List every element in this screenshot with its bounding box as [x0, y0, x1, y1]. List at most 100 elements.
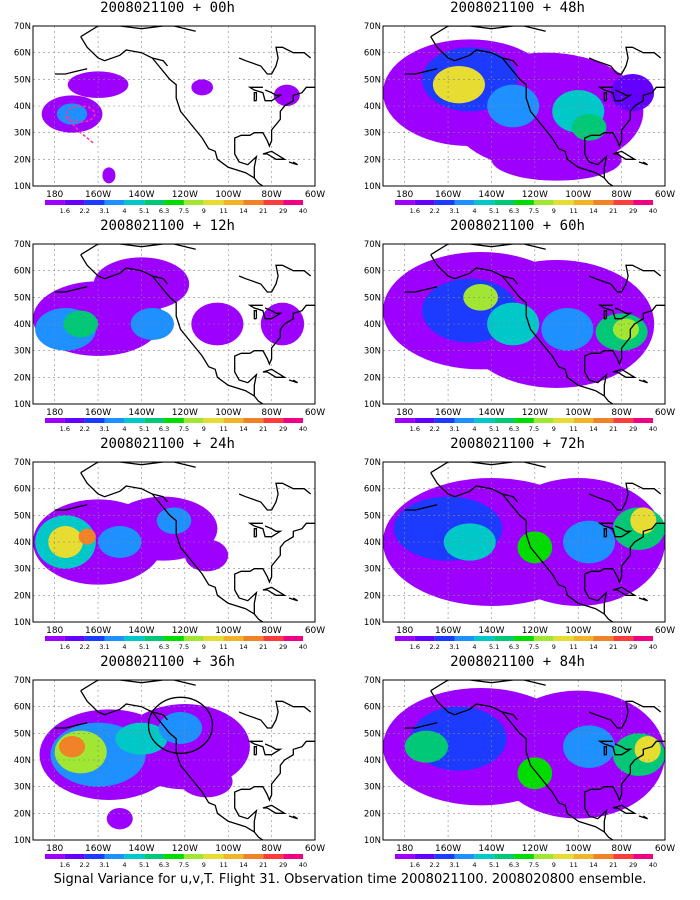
coastline	[54, 68, 88, 75]
coastline	[238, 700, 312, 729]
lon-tick-label: 60W	[305, 626, 325, 636]
target-region-circle	[147, 696, 214, 754]
variance-contour	[191, 79, 214, 96]
colorbar-label: 6.3	[509, 207, 519, 215]
colorbar-label: 21	[259, 207, 267, 215]
lat-tick-label: 60N	[364, 267, 381, 277]
coastline	[262, 804, 287, 814]
coastline	[404, 504, 438, 511]
coastline	[262, 368, 287, 378]
lat-tick-label: 60N	[14, 485, 31, 495]
coastline	[584, 304, 665, 366]
colorbar-label: 21	[259, 861, 267, 869]
variance-contour	[130, 308, 174, 340]
colorbar-label: 4	[472, 425, 476, 433]
colorbar-label: 2.2	[80, 861, 90, 869]
coastline	[612, 368, 637, 378]
lon-tick-label: 120W	[172, 190, 198, 200]
colorbar-swatch	[494, 200, 515, 205]
colorbar-swatch	[414, 854, 435, 859]
coastline	[430, 690, 614, 840]
colorbar-swatch	[263, 636, 284, 641]
lon-tick-label: 100W	[565, 190, 591, 200]
coastline	[234, 740, 315, 802]
colorbar-swatch	[164, 636, 184, 641]
colorbar-label: 40	[649, 861, 657, 869]
panel-title: 2008021100 + 36h	[100, 654, 235, 670]
coastline	[502, 711, 519, 721]
colorbar-swatch	[45, 200, 65, 205]
colorbar-label: 21	[609, 207, 617, 215]
colorbar-label: 4	[122, 861, 126, 869]
coastline	[288, 161, 298, 166]
coastline	[152, 57, 169, 67]
lon-tick-label: 80W	[261, 190, 281, 200]
colorbar-swatch	[514, 418, 534, 423]
lat-tick-label: 50N	[364, 293, 381, 303]
map-plot: 70N 60N 50N 40N 30N 20N 10N 180 160W 140W 120W 100W…	[14, 240, 325, 433]
lat-tick-label: 30N	[14, 565, 31, 575]
colorbar-label: 11	[219, 425, 227, 433]
colorbar-swatch	[454, 854, 475, 859]
colorbar-label: 21	[609, 643, 617, 651]
coastline	[234, 797, 258, 832]
colorbar-label: 3.1	[99, 207, 109, 215]
colorbar-swatch	[514, 200, 534, 205]
coastline	[584, 797, 608, 832]
map-panel-24h: 2008021100 + 24h 70N 60N 50N 40N 30N 20N 10N 180…	[0, 436, 335, 651]
colorbar-swatch	[183, 636, 204, 641]
lat-tick-label: 20N	[364, 809, 381, 819]
variance-contour	[158, 712, 203, 744]
colorbar-swatch	[84, 636, 105, 641]
colorbar-label: 1.6	[410, 207, 420, 215]
colorbar-swatch	[203, 418, 224, 423]
map-panel-00h: 2008021100 + 00h 70N 60N 50N 40N 30N 20N 10N 180…	[0, 0, 335, 215]
lat-tick-label: 20N	[14, 373, 31, 383]
lat-tick-label: 40N	[14, 756, 31, 766]
lat-tick-label: 30N	[364, 129, 381, 139]
colorbar-label: 9	[202, 207, 206, 215]
colorbar-label: 14	[589, 425, 597, 433]
lon-tick-label: 160W	[435, 190, 461, 200]
lat-tick-label: 70N	[364, 676, 381, 686]
colorbar-label: 11	[569, 643, 577, 651]
colorbar-swatch	[414, 636, 435, 641]
lon-tick-label: 120W	[172, 626, 198, 636]
colorbar-label: 1.6	[410, 425, 420, 433]
colorbar-label: 7.5	[529, 643, 539, 651]
colorbar-label: 11	[569, 861, 577, 869]
colorbar-label: 9	[552, 643, 556, 651]
colorbar-label: 2.2	[80, 207, 90, 215]
colorbar-label: 6.3	[509, 861, 519, 869]
panel-title: 2008021100 + 12h	[100, 218, 235, 234]
lat-tick-label: 40N	[364, 538, 381, 548]
colorbar-label: 14	[239, 861, 247, 869]
colorbar-label: 40	[299, 207, 307, 215]
colorbar-label: 9	[552, 425, 556, 433]
coastline	[430, 36, 614, 186]
lon-tick-label: 60W	[655, 626, 675, 636]
lat-tick-label: 40N	[14, 102, 31, 112]
variance-contour	[191, 302, 244, 346]
lat-tick-label: 10N	[14, 618, 31, 628]
lon-tick-label: 120W	[522, 408, 548, 418]
lat-tick-label: 50N	[364, 511, 381, 521]
lat-tick-label: 50N	[364, 729, 381, 739]
coastline	[603, 746, 608, 756]
colorbar-label: 2.2	[430, 643, 440, 651]
colorbar-label: 4	[472, 861, 476, 869]
colorbar-swatch	[454, 200, 475, 205]
coastline	[247, 304, 283, 320]
colorbar-swatch	[573, 636, 594, 641]
lon-tick-label: 180	[396, 190, 413, 200]
lat-tick-label: 10N	[364, 618, 381, 628]
panel-title: 2008021100 + 00h	[100, 0, 235, 16]
colorbar-swatch	[243, 200, 264, 205]
lat-tick-label: 60N	[364, 49, 381, 59]
colorbar-label: 29	[629, 425, 637, 433]
colorbar-label: 21	[259, 425, 267, 433]
lat-tick-label: 70N	[14, 458, 31, 468]
colorbar-swatch	[64, 200, 85, 205]
colorbar-label: 3.1	[449, 861, 459, 869]
map-plot: 70N 60N 50N 40N 30N 20N 10N 180 160W 140W 120W 100W…	[364, 240, 675, 433]
